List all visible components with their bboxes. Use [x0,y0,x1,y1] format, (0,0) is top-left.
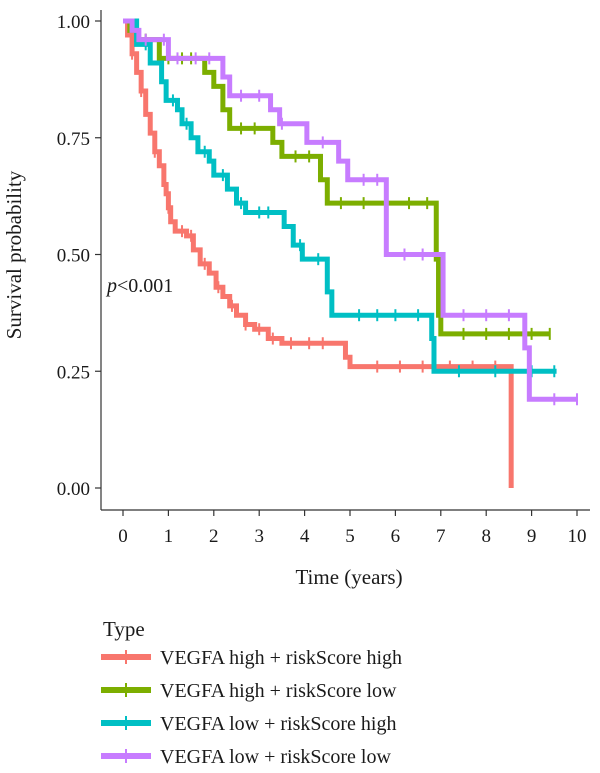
y-tick-label: 0.50 [57,246,90,267]
x-axis-ticks: 0 1 2 3 4 5 6 7 8 9 10 [118,510,587,547]
p-value-symbol: p [105,275,117,297]
y-axis-title: Survival probability [2,170,26,339]
survival-curve-series-1 [123,18,514,488]
y-tick-label: 1.00 [57,12,90,33]
survival-curve-series-2 [123,18,550,337]
survival-curve-series-3 [123,18,557,374]
x-tick-label: 9 [527,526,537,547]
x-tick-label: 7 [436,526,446,547]
x-tick-label: 2 [209,526,219,547]
x-tick-label: 5 [345,526,355,547]
y-tick-label: 0.75 [57,129,90,150]
x-tick-label: 8 [481,526,491,547]
legend: VEGFA high + riskScore high VEGFA high + … [101,647,402,768]
legend-label: VEGFA low + riskScore high [160,713,396,735]
x-tick-label: 4 [300,526,310,547]
legend-title: Type [103,617,145,641]
x-tick-label: 1 [164,526,174,547]
x-tick-label: 3 [254,526,264,547]
legend-label: VEGFA high + riskScore high [160,647,402,669]
p-value-annotation: p<0.001 [105,275,173,297]
x-tick-label: 0 [118,526,128,547]
survival-curves [123,18,578,488]
x-tick-label: 6 [391,526,401,547]
legend-label: VEGFA low + riskScore low [160,746,391,768]
y-tick-label: 0.00 [57,479,90,500]
legend-label: VEGFA high + riskScore low [160,680,397,702]
x-axis-title: Time (years) [295,565,402,589]
survival-curve-series-4 [123,18,577,402]
x-tick-label: 10 [568,526,587,547]
y-tick-label: 0.25 [57,362,90,383]
y-axis-ticks: 0.00 0.25 0.50 0.75 1.00 [57,12,101,500]
p-value-text: <0.001 [117,275,173,297]
